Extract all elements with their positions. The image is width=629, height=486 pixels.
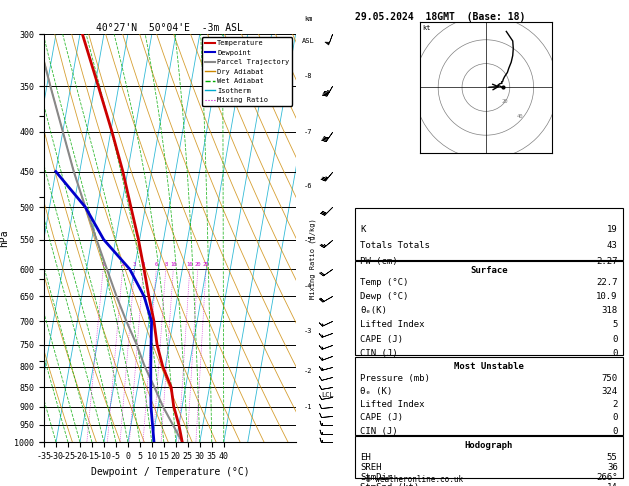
Text: CIN (J): CIN (J) bbox=[360, 427, 398, 435]
Text: -2: -2 bbox=[304, 368, 313, 374]
Text: 0: 0 bbox=[612, 413, 618, 422]
Text: 14: 14 bbox=[607, 483, 618, 486]
Text: © weatheronline.co.uk: © weatheronline.co.uk bbox=[366, 475, 463, 485]
Text: EH: EH bbox=[360, 453, 371, 462]
Text: 20: 20 bbox=[501, 99, 508, 104]
Text: 6: 6 bbox=[155, 262, 158, 267]
Text: -6: -6 bbox=[304, 183, 313, 189]
Text: Totals Totals: Totals Totals bbox=[360, 241, 430, 250]
Text: 19: 19 bbox=[607, 225, 618, 234]
Text: 22.7: 22.7 bbox=[596, 278, 618, 287]
Text: CAPE (J): CAPE (J) bbox=[360, 413, 403, 422]
Text: -8: -8 bbox=[304, 73, 313, 79]
Text: ASL: ASL bbox=[302, 38, 314, 44]
Text: 2.27: 2.27 bbox=[596, 257, 618, 266]
Legend: Temperature, Dewpoint, Parcel Trajectory, Dry Adiabat, Wet Adiabat, Isotherm, Mi: Temperature, Dewpoint, Parcel Trajectory… bbox=[202, 37, 292, 106]
Text: 1: 1 bbox=[101, 262, 105, 267]
Text: Temp (°C): Temp (°C) bbox=[360, 278, 409, 287]
Bar bbox=[355, 357, 623, 435]
Text: -4: -4 bbox=[304, 282, 313, 289]
Text: 8: 8 bbox=[164, 262, 167, 267]
Text: 318: 318 bbox=[601, 306, 618, 315]
Text: 25: 25 bbox=[203, 262, 209, 267]
Text: Lifted Index: Lifted Index bbox=[360, 400, 425, 409]
Text: 4: 4 bbox=[142, 262, 145, 267]
Text: 2: 2 bbox=[121, 262, 124, 267]
X-axis label: Dewpoint / Temperature (°C): Dewpoint / Temperature (°C) bbox=[91, 467, 249, 477]
Text: 0: 0 bbox=[612, 427, 618, 435]
Y-axis label: hPa: hPa bbox=[0, 229, 9, 247]
Text: 266°: 266° bbox=[596, 473, 618, 482]
Text: -1: -1 bbox=[304, 403, 313, 410]
Text: θₑ (K): θₑ (K) bbox=[360, 387, 392, 396]
Text: 20: 20 bbox=[194, 262, 201, 267]
Text: θₑ(K): θₑ(K) bbox=[360, 306, 387, 315]
Text: Most Unstable: Most Unstable bbox=[454, 362, 524, 371]
Text: 0: 0 bbox=[612, 335, 618, 344]
Text: 0: 0 bbox=[612, 349, 618, 358]
Text: 2: 2 bbox=[612, 400, 618, 409]
Text: Pressure (mb): Pressure (mb) bbox=[360, 374, 430, 382]
Text: -7: -7 bbox=[304, 129, 313, 135]
Text: km: km bbox=[304, 16, 313, 22]
Text: 10.9: 10.9 bbox=[596, 292, 618, 301]
Text: StmDir: StmDir bbox=[360, 473, 392, 482]
Text: Hodograph: Hodograph bbox=[465, 441, 513, 451]
Text: Dewp (°C): Dewp (°C) bbox=[360, 292, 409, 301]
Text: 3: 3 bbox=[133, 262, 136, 267]
Title: 40°27'N  50°04'E  -3m ASL: 40°27'N 50°04'E -3m ASL bbox=[96, 23, 243, 33]
Text: 55: 55 bbox=[607, 453, 618, 462]
Text: -3: -3 bbox=[304, 328, 313, 334]
Text: K: K bbox=[360, 225, 366, 234]
Text: 36: 36 bbox=[607, 463, 618, 472]
Text: SREH: SREH bbox=[360, 463, 382, 472]
Text: PW (cm): PW (cm) bbox=[360, 257, 398, 266]
Text: 40: 40 bbox=[517, 115, 523, 120]
Text: -5: -5 bbox=[304, 237, 313, 243]
Bar bbox=[355, 261, 623, 355]
Text: Lifted Index: Lifted Index bbox=[360, 320, 425, 330]
Text: 5: 5 bbox=[612, 320, 618, 330]
Text: 10: 10 bbox=[170, 262, 177, 267]
Text: 16: 16 bbox=[186, 262, 193, 267]
Text: 43: 43 bbox=[607, 241, 618, 250]
Text: CIN (J): CIN (J) bbox=[360, 349, 398, 358]
Text: Mixing Ratio (g/kg): Mixing Ratio (g/kg) bbox=[309, 218, 316, 299]
Bar bbox=[355, 208, 623, 260]
Text: 29.05.2024  18GMT  (Base: 18): 29.05.2024 18GMT (Base: 18) bbox=[355, 12, 526, 22]
Text: kt: kt bbox=[423, 25, 431, 32]
Text: 750: 750 bbox=[601, 374, 618, 382]
Text: Surface: Surface bbox=[470, 266, 508, 275]
Text: CAPE (J): CAPE (J) bbox=[360, 335, 403, 344]
Text: LCL: LCL bbox=[321, 392, 334, 398]
Text: StmSpd (kt): StmSpd (kt) bbox=[360, 483, 420, 486]
Text: 324: 324 bbox=[601, 387, 618, 396]
Bar bbox=[355, 436, 623, 478]
